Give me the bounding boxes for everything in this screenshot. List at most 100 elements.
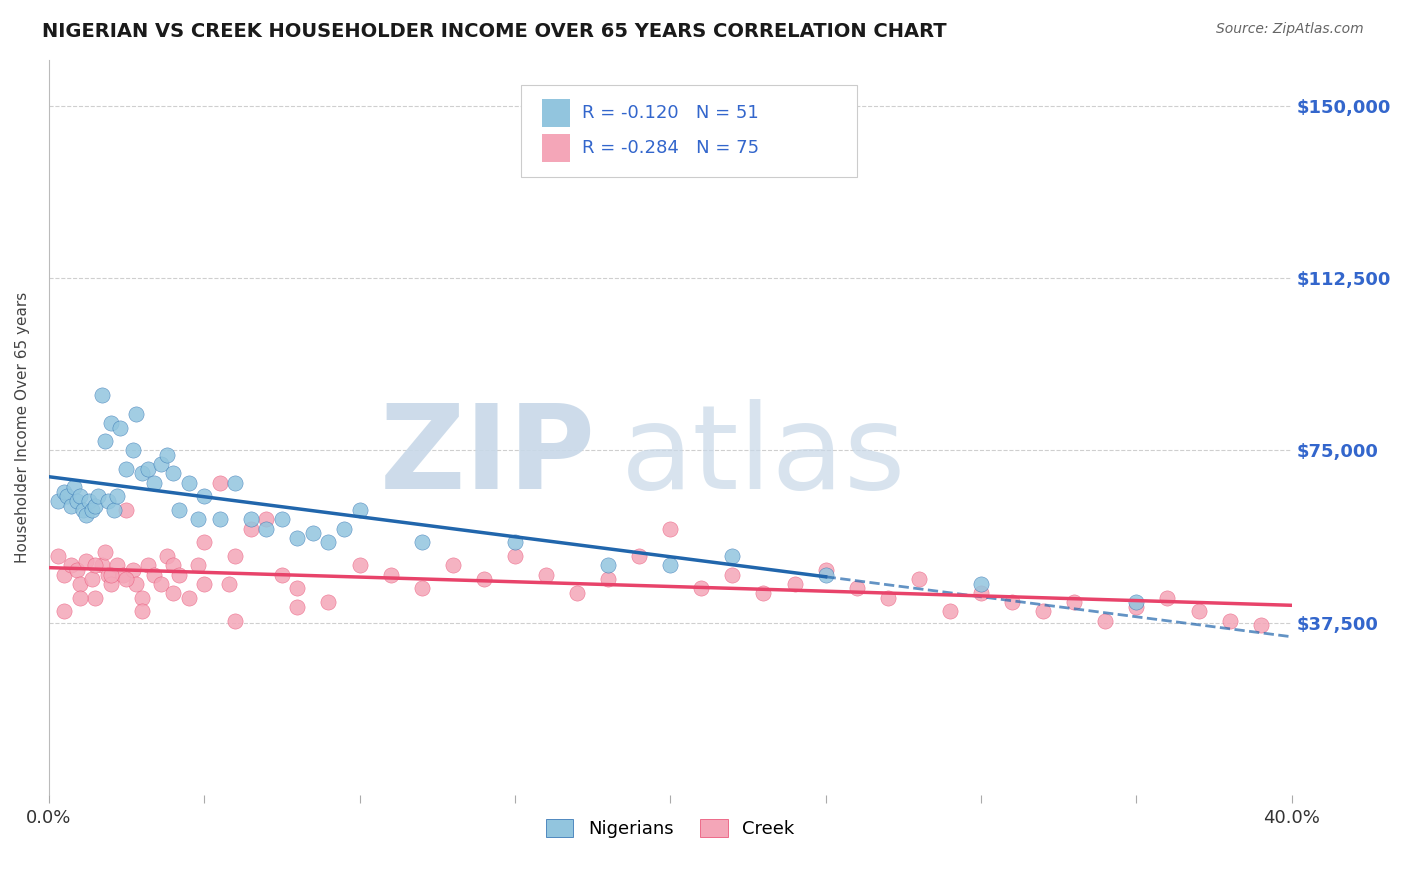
Text: R = -0.284   N = 75: R = -0.284 N = 75 (582, 139, 759, 157)
Point (659, 558, 682, 573)
Point (131, 604, 153, 618)
Point (97, 567, 120, 582)
Point (503, 549, 526, 564)
Text: R = -0.120   N = 51: R = -0.120 N = 51 (582, 103, 759, 121)
Point (1156, 591, 1178, 605)
Point (970, 586, 993, 600)
Point (156, 448, 179, 462)
Point (783, 577, 806, 591)
Point (105, 490, 128, 504)
Point (46, 549, 69, 564)
Point (534, 567, 557, 582)
Point (876, 591, 898, 605)
Point (302, 526, 325, 541)
Point (193, 535, 215, 549)
Point (1219, 614, 1241, 628)
Point (411, 582, 433, 596)
Point (254, 522, 277, 536)
Point (218, 577, 240, 591)
Point (1187, 604, 1209, 618)
Point (66, 563, 89, 577)
Point (125, 577, 148, 591)
Text: ZIP: ZIP (380, 400, 596, 515)
Point (598, 558, 620, 573)
Point (177, 475, 200, 490)
Point (82, 503, 104, 517)
Point (77, 494, 100, 508)
Point (143, 567, 166, 582)
Point (46, 494, 69, 508)
Point (193, 577, 215, 591)
Point (84, 558, 107, 573)
Point (125, 407, 148, 421)
Point (1125, 595, 1147, 609)
Point (254, 512, 277, 526)
Point (1250, 618, 1272, 632)
Point (162, 467, 184, 481)
Point (121, 443, 143, 458)
Point (69, 490, 91, 504)
Point (565, 586, 588, 600)
Point (131, 467, 153, 481)
Point (66, 494, 89, 508)
Point (121, 563, 143, 577)
Text: NIGERIAN VS CREEK HOUSEHOLDER INCOME OVER 65 YEARS CORRELATION CHART: NIGERIAN VS CREEK HOUSEHOLDER INCOME OVE… (42, 22, 946, 41)
Point (411, 535, 433, 549)
Point (752, 586, 775, 600)
Point (239, 522, 262, 536)
Point (100, 416, 122, 430)
Point (318, 535, 340, 549)
Point (100, 577, 122, 591)
Point (177, 591, 200, 605)
Point (84, 591, 107, 605)
Point (62, 480, 84, 494)
Point (115, 462, 138, 476)
Point (814, 567, 837, 582)
Point (349, 558, 371, 573)
Point (1094, 614, 1116, 628)
FancyBboxPatch shape (543, 134, 569, 161)
Point (285, 531, 308, 545)
Point (193, 490, 215, 504)
Point (472, 572, 495, 586)
Point (136, 558, 159, 573)
Y-axis label: Householder Income Over 65 years: Householder Income Over 65 years (15, 292, 30, 563)
Point (162, 586, 184, 600)
Point (169, 567, 191, 582)
Point (224, 475, 246, 490)
Point (59, 499, 82, 513)
Point (90, 558, 112, 573)
Point (1063, 595, 1085, 609)
FancyBboxPatch shape (543, 99, 569, 127)
Point (72, 503, 94, 517)
Point (105, 558, 128, 573)
Point (690, 582, 713, 596)
Point (939, 604, 962, 618)
Point (1125, 599, 1147, 614)
Point (721, 549, 744, 564)
Point (131, 591, 153, 605)
FancyBboxPatch shape (522, 86, 856, 178)
Point (87, 490, 110, 504)
Point (908, 572, 931, 586)
Point (82, 572, 104, 586)
Point (143, 475, 166, 490)
Point (503, 535, 526, 549)
Point (53, 604, 76, 618)
Point (970, 577, 993, 591)
Point (136, 462, 159, 476)
Point (56, 490, 79, 504)
Point (224, 549, 246, 564)
Text: atlas: atlas (620, 400, 905, 515)
Point (162, 558, 184, 573)
Point (333, 522, 356, 536)
Point (239, 512, 262, 526)
Point (59, 558, 82, 573)
Point (270, 512, 292, 526)
Point (349, 503, 371, 517)
Point (75, 554, 97, 568)
Point (845, 582, 868, 596)
Point (441, 558, 464, 573)
Point (53, 484, 76, 499)
Point (318, 595, 340, 609)
